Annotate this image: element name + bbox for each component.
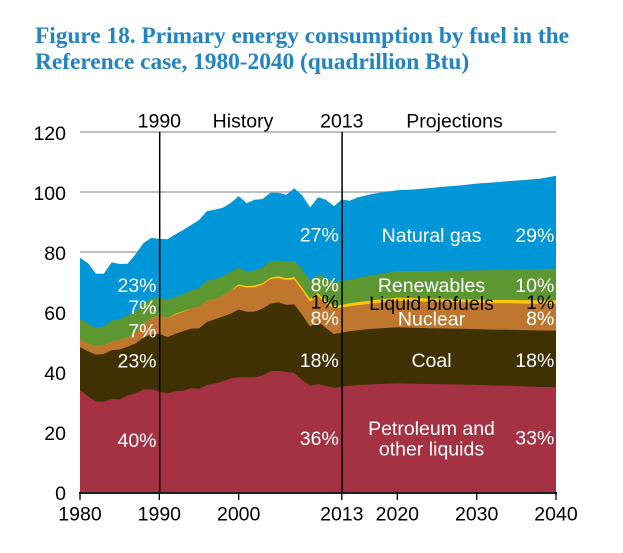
svg-text:8%: 8% xyxy=(526,308,554,330)
svg-text:0: 0 xyxy=(55,483,66,505)
svg-text:60: 60 xyxy=(44,303,66,325)
svg-text:1980: 1980 xyxy=(58,504,102,526)
svg-text:2040: 2040 xyxy=(534,504,578,526)
svg-text:40: 40 xyxy=(44,363,66,385)
svg-text:Petroleum and: Petroleum and xyxy=(368,418,495,440)
svg-text:29%: 29% xyxy=(515,225,554,247)
svg-text:120: 120 xyxy=(33,123,66,145)
svg-text:8%: 8% xyxy=(311,308,339,330)
svg-text:1990: 1990 xyxy=(138,111,182,133)
svg-text:100: 100 xyxy=(33,183,66,205)
svg-text:Renewables: Renewables xyxy=(378,275,486,297)
svg-text:80: 80 xyxy=(44,243,66,265)
svg-text:2000: 2000 xyxy=(217,504,261,526)
svg-text:2030: 2030 xyxy=(455,504,499,526)
svg-text:2013: 2013 xyxy=(320,504,363,526)
svg-text:Natural gas: Natural gas xyxy=(382,225,482,247)
svg-text:2013: 2013 xyxy=(320,111,363,133)
svg-text:23%: 23% xyxy=(117,350,156,372)
svg-text:7%: 7% xyxy=(128,320,156,342)
svg-text:23%: 23% xyxy=(117,275,156,297)
svg-text:1990: 1990 xyxy=(138,504,182,526)
svg-text:Nuclear: Nuclear xyxy=(398,308,466,330)
svg-text:8%: 8% xyxy=(311,274,339,296)
svg-text:33%: 33% xyxy=(515,427,554,449)
svg-text:2020: 2020 xyxy=(376,504,420,526)
svg-text:20: 20 xyxy=(44,423,66,445)
svg-text:Coal: Coal xyxy=(411,350,451,372)
svg-text:Projections: Projections xyxy=(406,111,503,133)
svg-text:10%: 10% xyxy=(515,275,554,297)
svg-text:18%: 18% xyxy=(300,350,339,372)
svg-text:40%: 40% xyxy=(117,430,156,452)
svg-text:27%: 27% xyxy=(300,224,339,246)
svg-text:1%: 1% xyxy=(311,291,339,313)
svg-text:1%: 1% xyxy=(526,292,554,314)
svg-text:History: History xyxy=(213,111,274,133)
svg-text:other liquids: other liquids xyxy=(379,438,484,460)
svg-text:7%: 7% xyxy=(128,297,156,319)
svg-text:36%: 36% xyxy=(300,428,339,450)
svg-text:18%: 18% xyxy=(515,350,554,372)
svg-text:Liquid biofuels: Liquid biofuels xyxy=(369,293,494,315)
